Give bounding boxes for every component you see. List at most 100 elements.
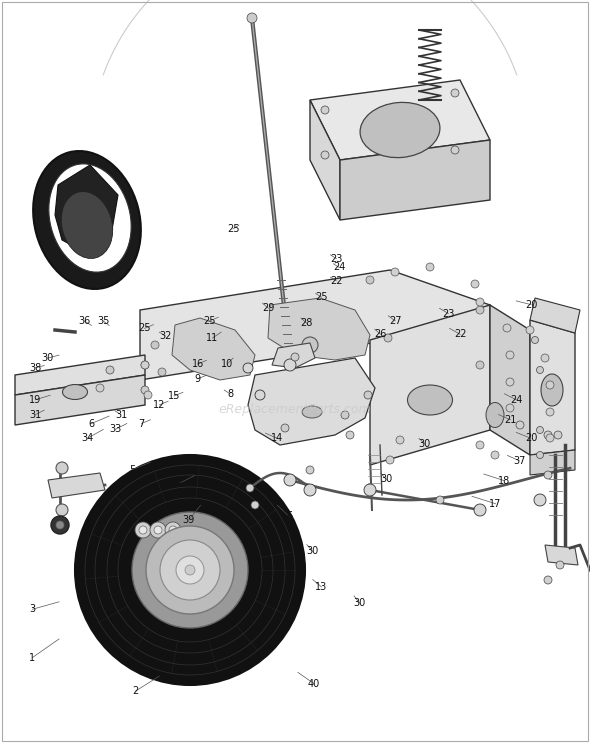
- Circle shape: [544, 471, 552, 479]
- Text: 24: 24: [333, 262, 345, 273]
- Circle shape: [544, 431, 552, 439]
- Text: 30: 30: [381, 474, 392, 484]
- Circle shape: [554, 431, 562, 439]
- Polygon shape: [248, 358, 375, 445]
- Circle shape: [451, 146, 459, 154]
- Circle shape: [536, 452, 543, 458]
- Ellipse shape: [49, 164, 131, 272]
- Text: 23: 23: [330, 253, 342, 264]
- Circle shape: [106, 366, 114, 374]
- Circle shape: [474, 504, 486, 516]
- Circle shape: [146, 526, 234, 614]
- Text: 11: 11: [206, 333, 218, 343]
- Circle shape: [536, 426, 543, 433]
- Ellipse shape: [63, 384, 87, 400]
- Text: 16: 16: [192, 359, 204, 369]
- Circle shape: [503, 324, 511, 332]
- Circle shape: [176, 556, 204, 584]
- Text: 19: 19: [30, 395, 41, 405]
- Circle shape: [185, 565, 195, 575]
- Circle shape: [506, 378, 514, 386]
- Circle shape: [321, 106, 329, 114]
- Circle shape: [546, 408, 554, 416]
- Text: 2: 2: [133, 686, 139, 696]
- Circle shape: [56, 504, 68, 516]
- Circle shape: [243, 363, 253, 373]
- Circle shape: [141, 386, 149, 394]
- Circle shape: [96, 384, 104, 392]
- Circle shape: [247, 13, 257, 23]
- Circle shape: [306, 466, 314, 474]
- Text: 38: 38: [30, 363, 41, 373]
- Text: 31: 31: [115, 409, 127, 420]
- Ellipse shape: [486, 403, 504, 427]
- Circle shape: [251, 501, 259, 509]
- Text: 30: 30: [419, 438, 431, 449]
- Circle shape: [291, 353, 299, 361]
- Text: 25: 25: [138, 323, 151, 334]
- Circle shape: [476, 298, 484, 306]
- Ellipse shape: [360, 103, 440, 158]
- Polygon shape: [530, 450, 575, 475]
- Circle shape: [364, 484, 376, 496]
- Text: 14: 14: [271, 433, 283, 444]
- Polygon shape: [48, 473, 105, 498]
- Circle shape: [132, 512, 248, 628]
- Text: 31: 31: [30, 409, 41, 420]
- Circle shape: [154, 526, 162, 534]
- Circle shape: [51, 516, 69, 534]
- Text: 34: 34: [81, 433, 93, 444]
- Circle shape: [396, 436, 404, 444]
- Polygon shape: [310, 80, 490, 160]
- Polygon shape: [340, 140, 490, 220]
- Circle shape: [165, 522, 181, 538]
- Text: 15: 15: [168, 391, 180, 401]
- Circle shape: [366, 276, 374, 284]
- Ellipse shape: [33, 151, 141, 289]
- Circle shape: [506, 404, 514, 412]
- Text: 23: 23: [442, 308, 454, 319]
- Text: 30: 30: [307, 546, 319, 557]
- Polygon shape: [268, 298, 370, 360]
- Circle shape: [139, 526, 147, 534]
- Circle shape: [476, 441, 484, 449]
- Text: 25: 25: [315, 292, 328, 302]
- Circle shape: [284, 474, 296, 486]
- Text: 22: 22: [454, 329, 467, 340]
- Polygon shape: [530, 298, 580, 333]
- Circle shape: [341, 411, 349, 419]
- Text: 25: 25: [227, 224, 240, 234]
- Text: 24: 24: [510, 395, 522, 405]
- Circle shape: [364, 391, 372, 399]
- Text: 22: 22: [330, 276, 343, 286]
- Circle shape: [526, 326, 534, 334]
- Circle shape: [144, 391, 152, 399]
- Circle shape: [391, 268, 399, 276]
- Circle shape: [56, 462, 68, 474]
- Text: 25: 25: [203, 316, 216, 326]
- Circle shape: [426, 263, 434, 271]
- Circle shape: [255, 390, 265, 400]
- Text: 1: 1: [30, 652, 35, 663]
- Circle shape: [246, 484, 254, 492]
- Circle shape: [135, 522, 151, 538]
- Text: 33: 33: [109, 424, 121, 435]
- Polygon shape: [545, 545, 578, 565]
- Circle shape: [532, 337, 539, 343]
- Circle shape: [476, 361, 484, 369]
- Ellipse shape: [541, 374, 563, 406]
- Circle shape: [451, 89, 459, 97]
- Polygon shape: [310, 100, 340, 220]
- Text: 9: 9: [195, 374, 201, 384]
- Circle shape: [544, 576, 552, 584]
- Text: 30: 30: [354, 598, 366, 609]
- Polygon shape: [490, 305, 530, 455]
- Text: 39: 39: [183, 515, 195, 525]
- Circle shape: [491, 451, 499, 459]
- Text: 35: 35: [97, 316, 109, 326]
- Circle shape: [536, 366, 543, 374]
- Text: 6: 6: [88, 418, 94, 429]
- Circle shape: [302, 337, 318, 353]
- Ellipse shape: [408, 385, 453, 415]
- Text: 40: 40: [308, 678, 320, 689]
